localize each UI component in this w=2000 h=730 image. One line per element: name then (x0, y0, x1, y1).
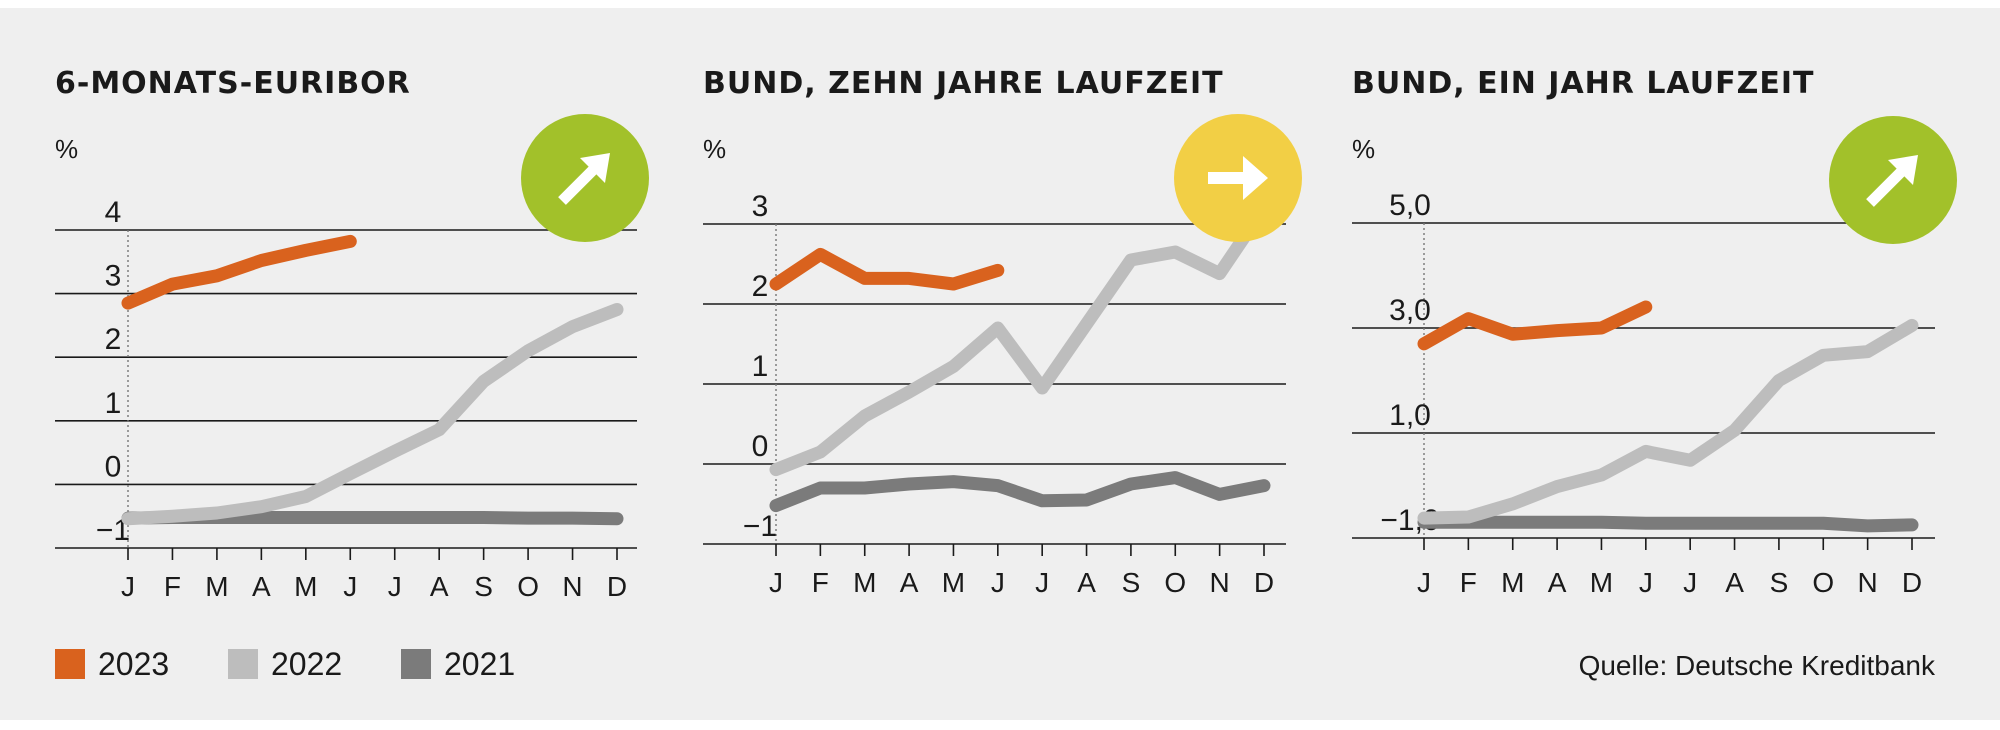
x-tick-label: O (1812, 567, 1834, 598)
x-tick-label: J (1639, 567, 1653, 598)
trend-badge (521, 114, 649, 242)
chart-title: 6-MONATS-EURIBOR (55, 66, 411, 101)
x-tick-label: J (1683, 567, 1697, 598)
x-tick-label: A (430, 571, 449, 602)
series-line-2022 (769, 201, 1271, 477)
series-lines (1417, 300, 1919, 533)
x-tick-label: S (1122, 567, 1141, 598)
arrow-up-right-icon (1866, 155, 1918, 207)
series-line-2022 (121, 303, 624, 526)
y-tick-label: 1 (752, 350, 769, 383)
series-line-2023 (1417, 300, 1653, 351)
legend-label: 2021 (444, 646, 515, 682)
trend-badge (1174, 114, 1302, 242)
x-tick-label: A (1725, 567, 1744, 598)
x-tick-label: M (942, 567, 965, 598)
y-tick-labels: 3 2 1 0 −1 (743, 190, 777, 543)
chart-bund-1y: BUND, EIN JAHR LAUFZEIT % 5,03,01,0−1,0 … (1352, 66, 1957, 598)
y-tick-label: 2 (752, 270, 769, 303)
arrow-up-right-icon (558, 153, 610, 205)
x-tick-label: O (1164, 567, 1186, 598)
gridlines (1352, 222, 1935, 550)
series-line-2021 (769, 471, 1271, 513)
legend-swatch (401, 649, 431, 679)
legend-item-2022: 2022 (228, 646, 342, 682)
x-tick-label: J (121, 571, 135, 602)
legend-label: 2023 (98, 646, 169, 682)
trend-badge (1829, 116, 1957, 244)
source-note: Quelle: Deutsche Kreditbank (1579, 650, 1936, 681)
x-tick-label: D (1902, 567, 1922, 598)
x-tick-label: D (1254, 567, 1274, 598)
y-tick-label: 2 (105, 323, 122, 356)
chart-title: BUND, ZEHN JAHRE LAUFZEIT (703, 66, 1224, 101)
legend: 2023 2022 2021 (55, 646, 515, 682)
x-tick-label: S (474, 571, 493, 602)
y-tick-label: 5,0 (1389, 189, 1431, 222)
unit-label: % (1352, 134, 1375, 164)
x-tick-label: M (1501, 567, 1524, 598)
x-tick-label: N (562, 571, 582, 602)
series-lines (769, 201, 1271, 513)
legend-swatch (55, 649, 85, 679)
x-tick-label: F (164, 571, 181, 602)
x-tick-label: A (1548, 567, 1567, 598)
x-tick-label: J (991, 567, 1005, 598)
y-tick-label: 3 (105, 260, 122, 293)
x-tick-label: F (812, 567, 829, 598)
x-tick-label: S (1770, 567, 1789, 598)
series-line-2023 (121, 234, 357, 310)
legend-item-2023: 2023 (55, 646, 169, 682)
legend-item-2021: 2021 (401, 646, 515, 682)
x-tick-label: M (853, 567, 876, 598)
x-tick-label: J (343, 571, 357, 602)
y-tick-label: 1 (105, 387, 122, 420)
legend-swatch (228, 649, 258, 679)
unit-label: % (55, 134, 78, 164)
x-tick-label: F (1460, 567, 1477, 598)
series-line-2023 (769, 247, 1005, 291)
x-tick-label: D (607, 571, 627, 602)
y-tick-label: 0 (105, 450, 122, 483)
series-line-2022 (1417, 318, 1919, 525)
x-tick-label: J (1417, 567, 1431, 598)
x-tick-label: A (252, 571, 271, 602)
x-tick-label: A (1077, 567, 1096, 598)
gridlines (55, 229, 637, 560)
x-tick-label: J (388, 571, 402, 602)
x-tick-label: M (1590, 567, 1613, 598)
y-tick-labels: 5,03,01,0−1,0 (1380, 189, 1439, 537)
x-tick-label: M (294, 571, 317, 602)
chart-title: BUND, EIN JAHR LAUFZEIT (1352, 66, 1814, 101)
y-tick-label: 4 (105, 196, 122, 229)
x-tick-label: J (769, 567, 783, 598)
arrow-right-icon (1208, 156, 1268, 200)
x-tick-label: J (1035, 567, 1049, 598)
x-tick-label: N (1210, 567, 1230, 598)
unit-label: % (703, 134, 726, 164)
x-tick-label: A (900, 567, 919, 598)
y-tick-label: −1 (743, 510, 777, 543)
y-tick-label: 0 (752, 430, 769, 463)
series-lines (121, 234, 624, 526)
y-tick-label: 1,0 (1389, 399, 1431, 432)
series-line-2021 (1417, 515, 1919, 533)
x-tick-label: N (1858, 567, 1878, 598)
x-tick-label: O (517, 571, 539, 602)
legend-label: 2022 (271, 646, 342, 682)
y-tick-label: 3,0 (1389, 294, 1431, 327)
x-tick-label: M (205, 571, 228, 602)
y-tick-label: 3 (752, 190, 769, 223)
